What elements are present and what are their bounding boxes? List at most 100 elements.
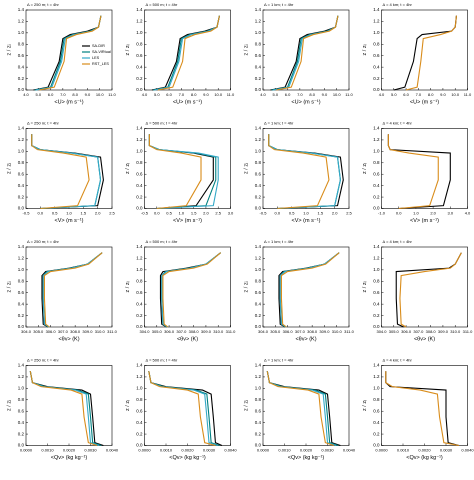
y-tick-label: 0.4: [18, 183, 25, 188]
y-tick-label: 0.0: [18, 324, 25, 329]
x-tick-label: 0.0: [396, 211, 402, 216]
panel-title: Δ = 4 km; t = 4hr: [383, 2, 413, 7]
profile-line: [280, 252, 340, 328]
y-axis-label: z / zᵢ: [125, 281, 131, 292]
x-tick-label: 10.0: [333, 92, 342, 97]
y-tick-label: 1.4: [255, 126, 262, 131]
x-tick-label: 5.0: [391, 92, 397, 97]
profile-line: [33, 15, 102, 91]
x-axis-label: <Qv> (kg kg⁻¹): [288, 455, 325, 461]
y-tick-label: 1.4: [18, 7, 25, 12]
profile-line: [148, 134, 214, 210]
x-tick-label: 308.0: [70, 329, 81, 334]
y-axis-label: z / zᵢ: [6, 400, 12, 411]
y-tick-label: 1.2: [136, 137, 143, 142]
x-tick-label: 9.0: [203, 92, 209, 97]
profile-line: [162, 252, 222, 328]
x-tick-label: 304.0: [258, 329, 269, 334]
y-tick-label: 0.4: [255, 420, 262, 425]
profile-line: [266, 371, 337, 447]
x-tick-label: 6.0: [48, 92, 54, 97]
plot-frame: [381, 128, 468, 209]
y-axis-label: z / zᵢ: [243, 44, 249, 55]
y-tick-label: 0.6: [18, 171, 25, 176]
y-axis-label: z / zᵢ: [6, 44, 12, 55]
profile-line: [148, 371, 220, 447]
y-tick-label: 0.4: [373, 301, 380, 306]
y-tick-label: 1.2: [18, 137, 25, 142]
profile-line: [276, 15, 339, 91]
x-tick-label: 309.0: [201, 329, 212, 334]
profile-line: [148, 371, 216, 447]
profile-line: [405, 15, 457, 91]
x-tick-label: 306.0: [401, 329, 412, 334]
x-tick-label: 0.0000: [257, 448, 270, 453]
panel: Δ = 1 km; t = 4hr 0.0 0.2 0.4 0.6 0.8 1.0 1.2 1.…: [243, 358, 355, 461]
x-axis-label: <U> (m s⁻¹): [173, 99, 202, 105]
x-tick-label: 8.0: [309, 92, 315, 97]
y-tick-label: 0.6: [255, 53, 262, 58]
y-tick-label: 0.4: [373, 183, 380, 188]
y-tick-label: 1.0: [136, 386, 143, 391]
y-tick-label: 0.2: [18, 431, 25, 436]
panel-title: Δ = 4 km; t = 4hr: [383, 121, 413, 126]
y-axis-label: z / zᵢ: [6, 163, 12, 174]
y-tick-label: 0.8: [373, 278, 380, 283]
panel: Δ = 500 m; t = 4hr 0.0 0.2 0.4 0.6 0.8 1.0 1.2 1…: [125, 239, 236, 342]
y-tick-label: 1.0: [373, 267, 380, 272]
x-tick-label: 306.0: [283, 329, 294, 334]
y-tick-label: 0.0: [373, 87, 380, 92]
y-tick-label: 1.4: [18, 126, 25, 131]
y-tick-label: 0.0: [255, 87, 262, 92]
y-tick-label: 1.0: [136, 267, 143, 272]
x-tick-label: 1.0: [66, 211, 72, 216]
x-tick-label: 5.0: [273, 92, 279, 97]
y-tick-label: 0.0: [18, 87, 25, 92]
y-tick-label: 1.2: [136, 256, 143, 261]
panel-title: Δ = 500 m; t = 4hr: [146, 358, 178, 363]
y-tick-label: 0.8: [136, 278, 143, 283]
plot-frame: [144, 365, 231, 446]
x-tick-label: 6.0: [403, 92, 409, 97]
x-tick-label: 1.0: [413, 211, 419, 216]
y-axis-label: z / zᵢ: [362, 281, 368, 292]
plot-frame: [25, 365, 113, 446]
legend-label: SA-DIR: [92, 44, 105, 48]
y-tick-label: 0.4: [136, 183, 143, 188]
y-tick-label: 0.6: [255, 408, 262, 413]
x-tick-label: 0.0020: [181, 448, 194, 453]
x-tick-label: 307.0: [58, 329, 69, 334]
x-tick-label: 8.0: [428, 92, 434, 97]
x-tick-label: 310.0: [95, 329, 106, 334]
y-tick-label: 1.4: [136, 126, 143, 131]
panel-title: Δ = 500 m; t = 4hr: [146, 121, 178, 126]
profile-line: [271, 15, 339, 91]
x-tick-label: 4.0: [23, 92, 29, 97]
x-tick-label: 0.0010: [397, 448, 410, 453]
y-tick-label: 1.2: [136, 19, 143, 24]
y-tick-label: 1.2: [373, 256, 380, 261]
y-tick-label: 1.4: [136, 363, 143, 368]
y-tick-label: 1.0: [18, 30, 25, 35]
x-tick-label: 305.0: [33, 329, 44, 334]
x-tick-label: 2.0: [95, 211, 101, 216]
y-tick-label: 0.4: [373, 420, 380, 425]
profile-line: [151, 15, 220, 91]
x-tick-label: 0.0000: [20, 448, 33, 453]
plot-frame: [25, 246, 113, 328]
x-tick-label: 11.0: [464, 92, 472, 97]
panel-title: Δ = 4 km; t = 4hr: [383, 358, 413, 363]
y-axis-label: z / zᵢ: [125, 400, 131, 411]
panel: Δ = 1 km; t = 4hr 0.0 0.2 0.4 0.6 0.8 1.0 1.2 1.…: [243, 2, 353, 105]
x-axis-label: <V> (m s⁻¹): [173, 218, 202, 224]
profile-line: [148, 134, 202, 210]
panel: Δ = 250 m; t = 4hr 0.0 0.2 0.4 0.6 0.8 1.0 1.2 1…: [6, 2, 116, 105]
y-tick-label: 1.2: [255, 137, 262, 142]
y-tick-label: 1.0: [18, 149, 25, 154]
x-tick-label: 0.0020: [300, 448, 313, 453]
profile-line: [268, 134, 341, 210]
y-tick-label: 1.4: [255, 7, 262, 12]
x-tick-label: -0.5: [260, 211, 268, 216]
x-axis-label: <U> (m s⁻¹): [54, 99, 83, 105]
